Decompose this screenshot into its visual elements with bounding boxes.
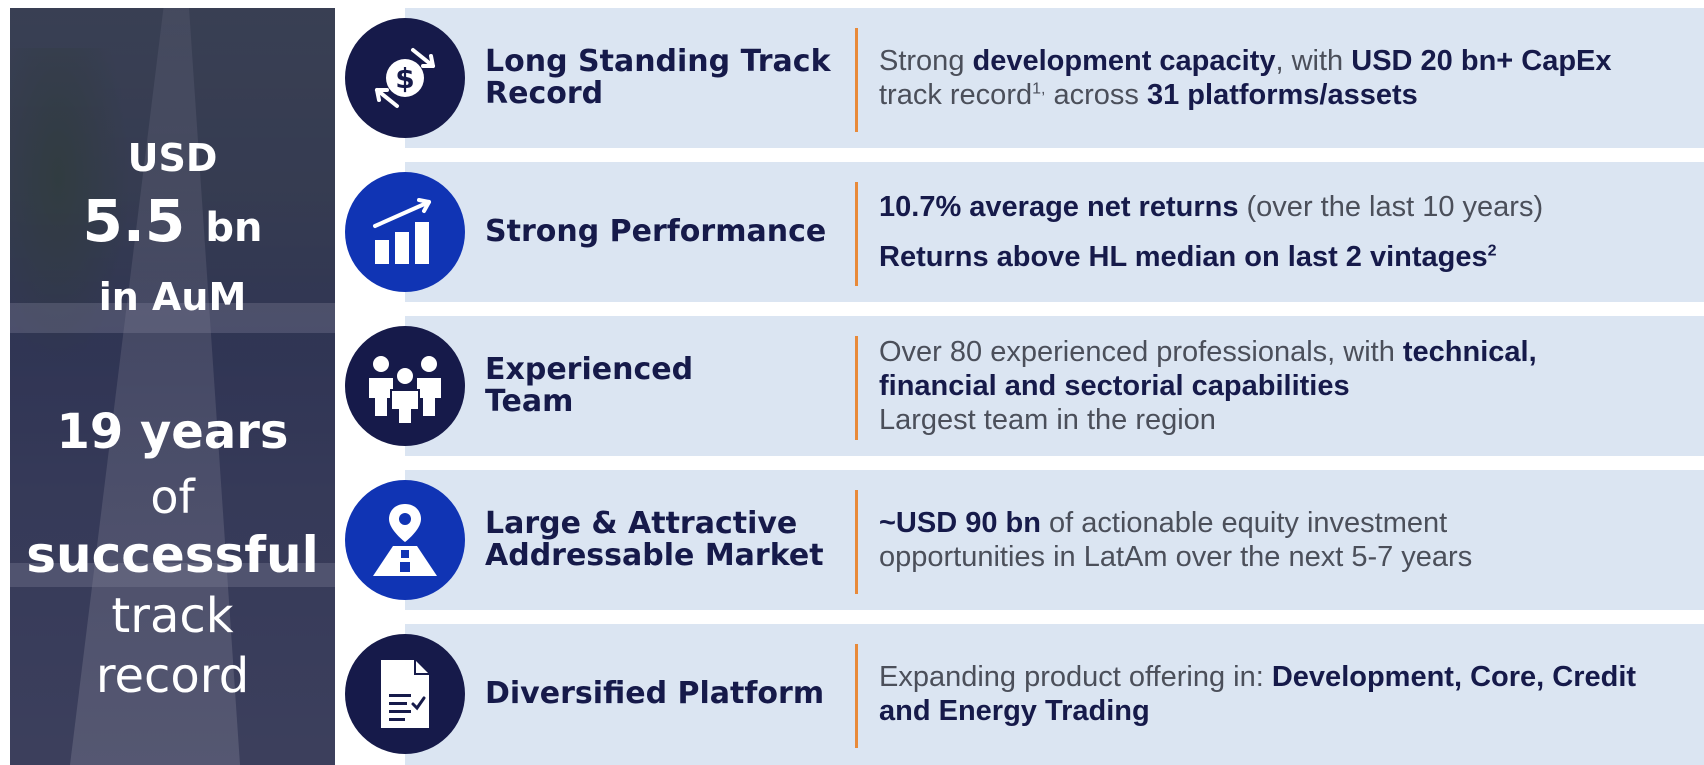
aum-value: 5.5 bn <box>10 192 335 250</box>
years-count: 19 years <box>56 404 289 460</box>
desc-bold: Development, Core, Credit and Energy Tra… <box>879 661 1637 727</box>
row-title-track-record: Long Standing Track Record <box>485 8 845 148</box>
row-title-market: Large & Attractive Addressable Market <box>485 470 845 610</box>
desc-bold: 31 platforms/assets <box>1146 79 1418 111</box>
desc-line: financial and sectorial capabilities <box>879 369 1699 403</box>
map-pin-road-icon <box>345 480 465 600</box>
row-title-text: Long Standing Track Record <box>485 44 831 111</box>
desc-line: Over 80 experienced professionals, with … <box>879 335 1699 369</box>
desc-line: ~USD 90 bn of actionable equity investme… <box>879 506 1579 574</box>
desc-text: Over 80 experienced professionals, with <box>879 336 1403 368</box>
row-team <box>405 316 1704 456</box>
row-desc-team: Over 80 experienced professionals, with … <box>879 316 1699 456</box>
svg-text:$: $ <box>395 62 414 95</box>
row-title-text: Team <box>485 384 574 419</box>
row-title-platform: Diversified Platform <box>485 624 845 764</box>
row-title-text: Addressable Market <box>485 538 824 573</box>
desc-text: Expanding product offering in: <box>879 661 1272 693</box>
row-desc-market: ~USD 90 bn of actionable equity investme… <box>879 470 1699 610</box>
row-title-performance: Strong Performance <box>485 162 845 302</box>
desc-bold: ~USD 90 bn <box>879 507 1041 539</box>
row-track-record <box>405 8 1704 148</box>
row-desc-platform: Expanding product offering in: Developme… <box>879 624 1699 764</box>
row-title-text: Diversified Platform <box>485 676 825 711</box>
desc-line: 10.7% average net returns (over the last… <box>879 190 1699 224</box>
row-title-text: Experienced <box>485 352 694 387</box>
desc-line: Strong development capacity, with USD 20… <box>879 44 1699 78</box>
desc-bold: Returns above HL median on last 2 vintag… <box>879 241 1488 273</box>
desc-bold: USD 20 bn+ CapEx <box>1351 45 1612 77</box>
aum-unit: bn <box>205 205 263 251</box>
years-track: track <box>111 588 234 644</box>
row-title-team: Experienced Team <box>485 316 845 456</box>
desc-text: Largest team in the region <box>879 404 1216 436</box>
row-divider <box>855 490 858 594</box>
row-divider <box>855 644 858 748</box>
aum-currency: USD <box>127 136 218 180</box>
desc-bold: technical, <box>1402 336 1537 368</box>
desc-text: track record <box>879 79 1033 111</box>
row-divider <box>855 182 858 286</box>
row-platform <box>405 624 1704 765</box>
desc-line: Largest team in the region <box>879 403 1699 437</box>
desc-text: (over the last 10 years) <box>1238 191 1544 223</box>
years-successful: successful <box>26 526 319 584</box>
document-checklist-icon <box>345 634 465 754</box>
desc-text: , with <box>1275 45 1352 77</box>
row-title-text: Strong Performance <box>485 214 827 249</box>
desc-text: of actionable equity investment opportun… <box>879 507 1473 573</box>
team-people-icon <box>345 326 465 446</box>
row-market <box>405 470 1704 610</box>
years-record: record <box>95 648 250 704</box>
aum-number: 5.5 <box>82 187 186 255</box>
row-performance <box>405 162 1704 302</box>
desc-line: track record1, across 31 platforms/asset… <box>879 78 1699 112</box>
row-divider <box>855 28 858 132</box>
bar-chart-growth-icon <box>345 172 465 292</box>
dollar-exchange-icon: $ <box>345 18 465 138</box>
row-desc-track-record: Strong development capacity, with USD 20… <box>879 8 1699 148</box>
desc-bold: development capacity <box>972 45 1276 77</box>
footnote-marker: 2 <box>1487 242 1497 260</box>
aum-suffix: in AuM <box>98 275 247 319</box>
desc-text: across <box>1045 79 1147 111</box>
footnote-marker: 1, <box>1032 80 1046 98</box>
desc-line: Returns above HL median on last 2 vintag… <box>879 240 1699 274</box>
years-of: of <box>150 470 195 524</box>
desc-bold: financial and sectorial capabilities <box>879 370 1350 402</box>
row-title-text: Large & Attractive <box>485 506 798 541</box>
desc-text: Strong <box>879 45 973 77</box>
row-divider <box>855 336 858 440</box>
desc-line: Expanding product offering in: Developme… <box>879 660 1639 728</box>
highway-photo <box>10 8 335 765</box>
row-desc-performance: 10.7% average net returns (over the last… <box>879 162 1699 302</box>
highway-photo-panel: USD 5.5 bn in AuM 19 years of successful… <box>10 8 335 765</box>
desc-bold: 10.7% average net returns <box>879 191 1239 223</box>
